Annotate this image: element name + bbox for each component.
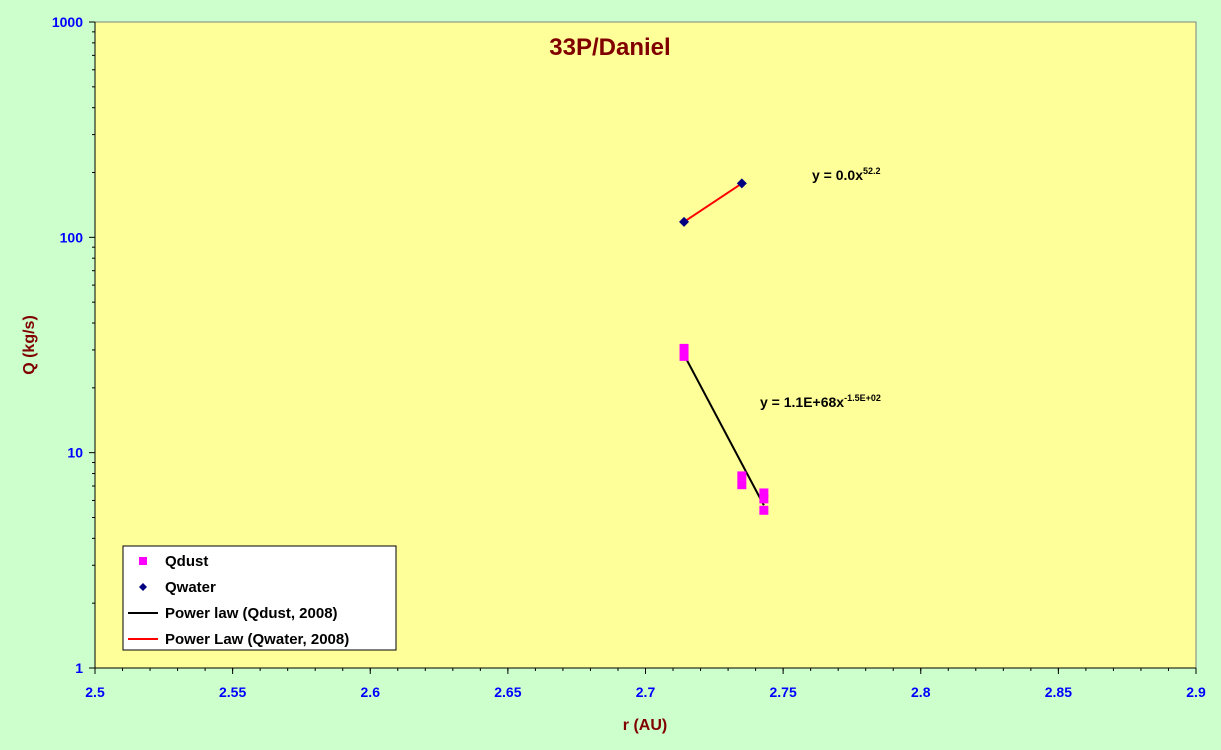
x-tick-label: 2.85 [1045, 684, 1072, 700]
qdust-equation: y = 1.1E+68x-1.5E+02 [760, 393, 881, 410]
x-tick-label: 2.8 [911, 684, 931, 700]
qwater-equation: y = 0.0x52.2 [812, 166, 881, 183]
qwater-point [679, 216, 690, 227]
legend-marker-qwater [139, 583, 147, 591]
qdust-point [759, 505, 769, 515]
qdust-point [679, 343, 689, 353]
y-tick-label: 100 [60, 229, 84, 245]
y-tick-label: 1 [75, 660, 83, 676]
legend-label: Qdust [165, 553, 208, 570]
qdust-point [737, 480, 747, 490]
qdust-point [759, 494, 769, 504]
x-tick-label: 2.5 [85, 684, 105, 700]
qdust-point [759, 488, 769, 498]
qdust-point [737, 471, 747, 481]
qdust-point [679, 351, 689, 361]
x-tick-label: 2.55 [219, 684, 246, 700]
legend-label: Qwater [165, 579, 216, 596]
trendline-qdust [683, 354, 765, 506]
x-tick-label: 2.7 [636, 684, 656, 700]
x-tick-label: 2.6 [361, 684, 381, 700]
x-tick-label: 2.9 [1186, 684, 1206, 700]
y-tick-label: 10 [67, 445, 83, 461]
x-tick-label: 2.65 [494, 684, 521, 700]
chart-title: 33P/Daniel [549, 34, 670, 61]
qwater-point [736, 178, 747, 189]
x-tick-label: 2.75 [770, 684, 797, 700]
y-tick-label: 1000 [52, 14, 83, 30]
trendline-qwater [683, 182, 743, 223]
legend-label: Power Law (Qwater, 2008) [165, 631, 349, 648]
y-axis-title: Q (kg/s) [21, 315, 38, 375]
legend-label: Power law (Qdust, 2008) [165, 605, 338, 622]
legend-marker-qdust [139, 557, 147, 565]
legend [122, 545, 397, 651]
x-axis-title: r (AU) [623, 717, 667, 734]
